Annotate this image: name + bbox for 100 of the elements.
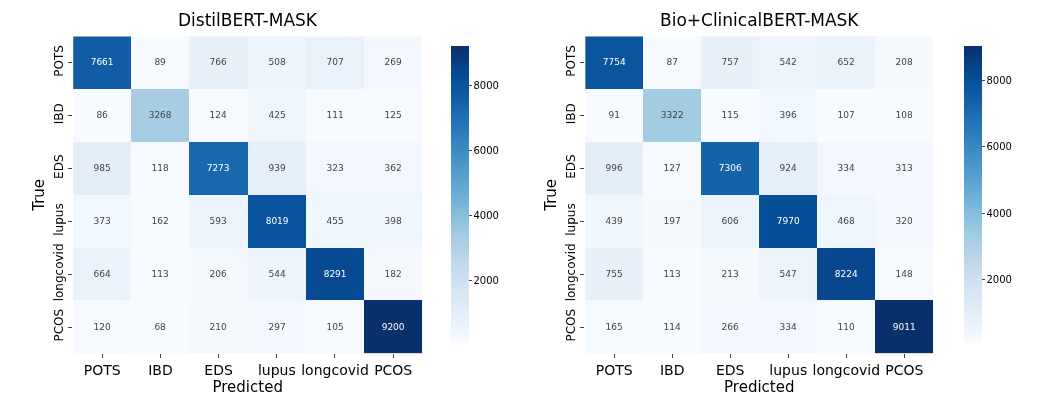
data-label: 7273 [206,163,230,174]
x-tick-label: POTS [595,362,633,379]
data-label: 3322 [660,110,684,121]
data-label: 68 [154,322,167,333]
data-label: 113 [663,269,681,280]
data-label: 508 [268,57,286,68]
data-label: 334 [837,163,856,174]
data-label: 755 [605,269,623,280]
data-label: 127 [663,163,681,174]
data-label: 7306 [718,163,742,174]
chart-title: DistilBERT-MASK [178,10,318,30]
x-tick-label: PCOS [885,362,924,379]
x-tick-label: longcovid [301,362,369,379]
y-tick-label: IBD [564,103,579,125]
data-label: 105 [326,322,344,333]
data-label: 9200 [381,322,405,333]
data-label: 8291 [323,269,347,280]
data-label: 7661 [90,57,114,68]
y-tick-label: POTS [564,45,579,77]
data-label: 208 [895,57,914,68]
data-label: 707 [326,57,344,68]
color-bar-label: 6000 [473,145,499,157]
y-tick-label: EDS [52,154,67,179]
x-tick-label: EDS [715,362,745,379]
data-label: 7754 [602,57,626,68]
data-label: 373 [93,216,111,227]
data-label: 182 [384,269,402,280]
data-label: 468 [837,216,856,227]
y-tick-label: lupus [52,203,67,236]
data-label: 206 [209,269,227,280]
data-label: 3268 [148,110,172,121]
color-bar-label: 6000 [986,141,1012,153]
x-tick-label: lupus [257,362,296,379]
data-label: 120 [93,322,111,333]
y-tick-label: longcovid [52,243,67,302]
data-label: 213 [721,269,739,280]
data-label: 425 [268,110,286,121]
data-label: 323 [326,163,344,174]
color-bar-label: 4000 [986,207,1012,219]
data-label: 547 [779,269,797,280]
data-label: 455 [326,216,344,227]
data-label: 396 [779,110,798,121]
y-tick-label: PCOS [52,308,67,342]
y-tick-label: EDS [564,154,579,179]
chart-title: Bio+ClinicalBERT-MASK [660,10,860,30]
x-axis-title: Predicted [212,378,283,397]
y-axis-title: True [541,178,560,212]
data-label: 110 [837,322,856,333]
data-label: 320 [895,216,914,227]
color-bar-label: 4000 [473,210,499,222]
x-tick-label: IBD [659,362,685,379]
x-axis-title: Predicted [724,378,795,397]
data-label: 398 [384,216,402,227]
x-tick-label: lupus [769,362,808,379]
y-tick-label: IBD [52,103,67,125]
data-label: 165 [605,322,623,333]
data-label: 125 [384,110,402,121]
data-label: 87 [666,57,678,68]
data-label: 162 [151,216,169,227]
data-label: 113 [151,269,169,280]
data-label: 108 [895,110,914,121]
data-label: 297 [268,322,286,333]
data-label: 8019 [265,216,289,227]
data-label: 210 [209,322,227,333]
data-label: 542 [779,57,797,68]
data-label: 652 [837,57,855,68]
data-label: 985 [93,163,111,174]
data-label: 757 [721,57,739,68]
data-label: 8224 [834,269,858,280]
data-label: 89 [154,57,167,68]
data-label: 266 [721,322,740,333]
data-label: 593 [209,216,227,227]
data-label: 114 [663,322,682,333]
data-label: 269 [384,57,402,68]
data-label: 766 [209,57,227,68]
data-label: 197 [663,216,681,227]
data-label: 313 [895,163,913,174]
data-label: 939 [268,163,286,174]
x-tick-label: IBD [148,362,173,379]
color-bar-label: 8000 [473,79,499,91]
data-label: 362 [384,163,402,174]
x-tick-label: EDS [204,362,233,379]
data-label: 7970 [776,216,800,227]
x-tick-label: PCOS [374,362,413,379]
y-tick-label: lupus [564,203,579,236]
x-tick-label: POTS [83,362,121,379]
color-bar-label: 2000 [986,274,1012,286]
data-label: 924 [779,163,798,174]
color-bar-label: 8000 [986,74,1012,86]
data-label: 439 [605,216,624,227]
y-axis-title: True [29,178,48,212]
data-label: 115 [721,110,739,121]
x-tick-label: longcovid [812,362,881,379]
y-tick-label: POTS [52,45,67,77]
data-label: 334 [779,322,798,333]
y-tick-label: PCOS [564,308,579,342]
data-label: 111 [326,110,344,121]
y-tick-label: longcovid [564,243,579,302]
color-bar-label: 2000 [473,275,499,287]
data-label: 91 [608,110,620,121]
